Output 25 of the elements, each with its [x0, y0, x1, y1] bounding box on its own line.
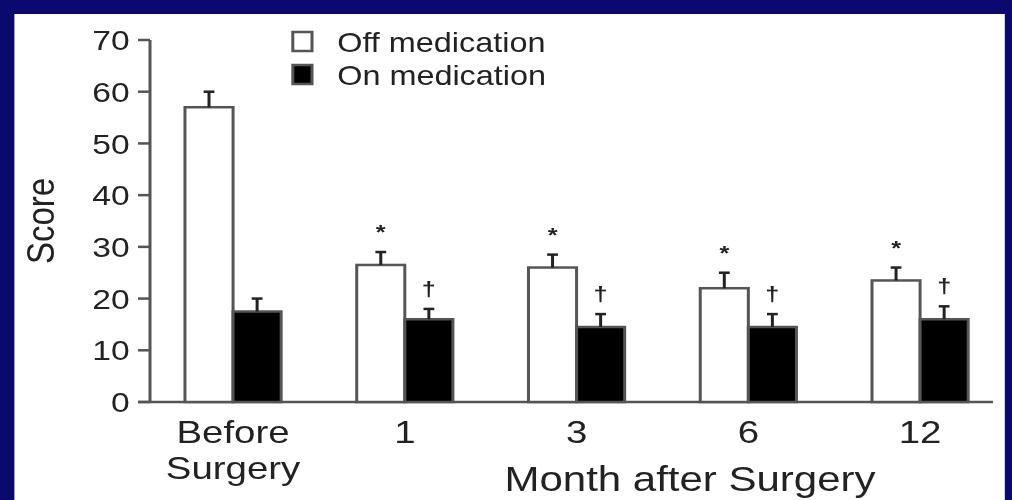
- y-tick-label: 10: [92, 335, 130, 367]
- y-tick-label: 30: [92, 231, 130, 264]
- legend-label: On medication: [337, 60, 547, 91]
- y-tick-label: 70: [92, 24, 130, 57]
- y-tick-label: 60: [92, 76, 130, 109]
- data-label: *: [719, 240, 730, 265]
- data-label: *: [547, 222, 558, 247]
- y-tick-label: 20: [92, 283, 130, 315]
- data-label: †: [937, 274, 952, 298]
- x-axis-title: Month after Surgery: [504, 459, 877, 499]
- y-tick-label: 0: [110, 386, 130, 419]
- data-label: †: [765, 282, 780, 306]
- y-tick-label: 50: [92, 128, 130, 160]
- y-axis-title: Score: [18, 177, 63, 265]
- data-label: *: [891, 235, 901, 260]
- data-label: *: [375, 220, 386, 244]
- y-tick-label: 40: [92, 179, 130, 212]
- x-tick-label: 1: [394, 414, 416, 450]
- data-label: †: [421, 276, 436, 301]
- x-tick-label: 12: [898, 414, 942, 450]
- x-tick-label: 3: [565, 414, 588, 450]
- x-tick-label: 6: [737, 414, 760, 450]
- legend-label: Off medication: [337, 27, 546, 58]
- data-label: †: [593, 282, 608, 306]
- x-tick-label: Before Surgery: [165, 414, 301, 486]
